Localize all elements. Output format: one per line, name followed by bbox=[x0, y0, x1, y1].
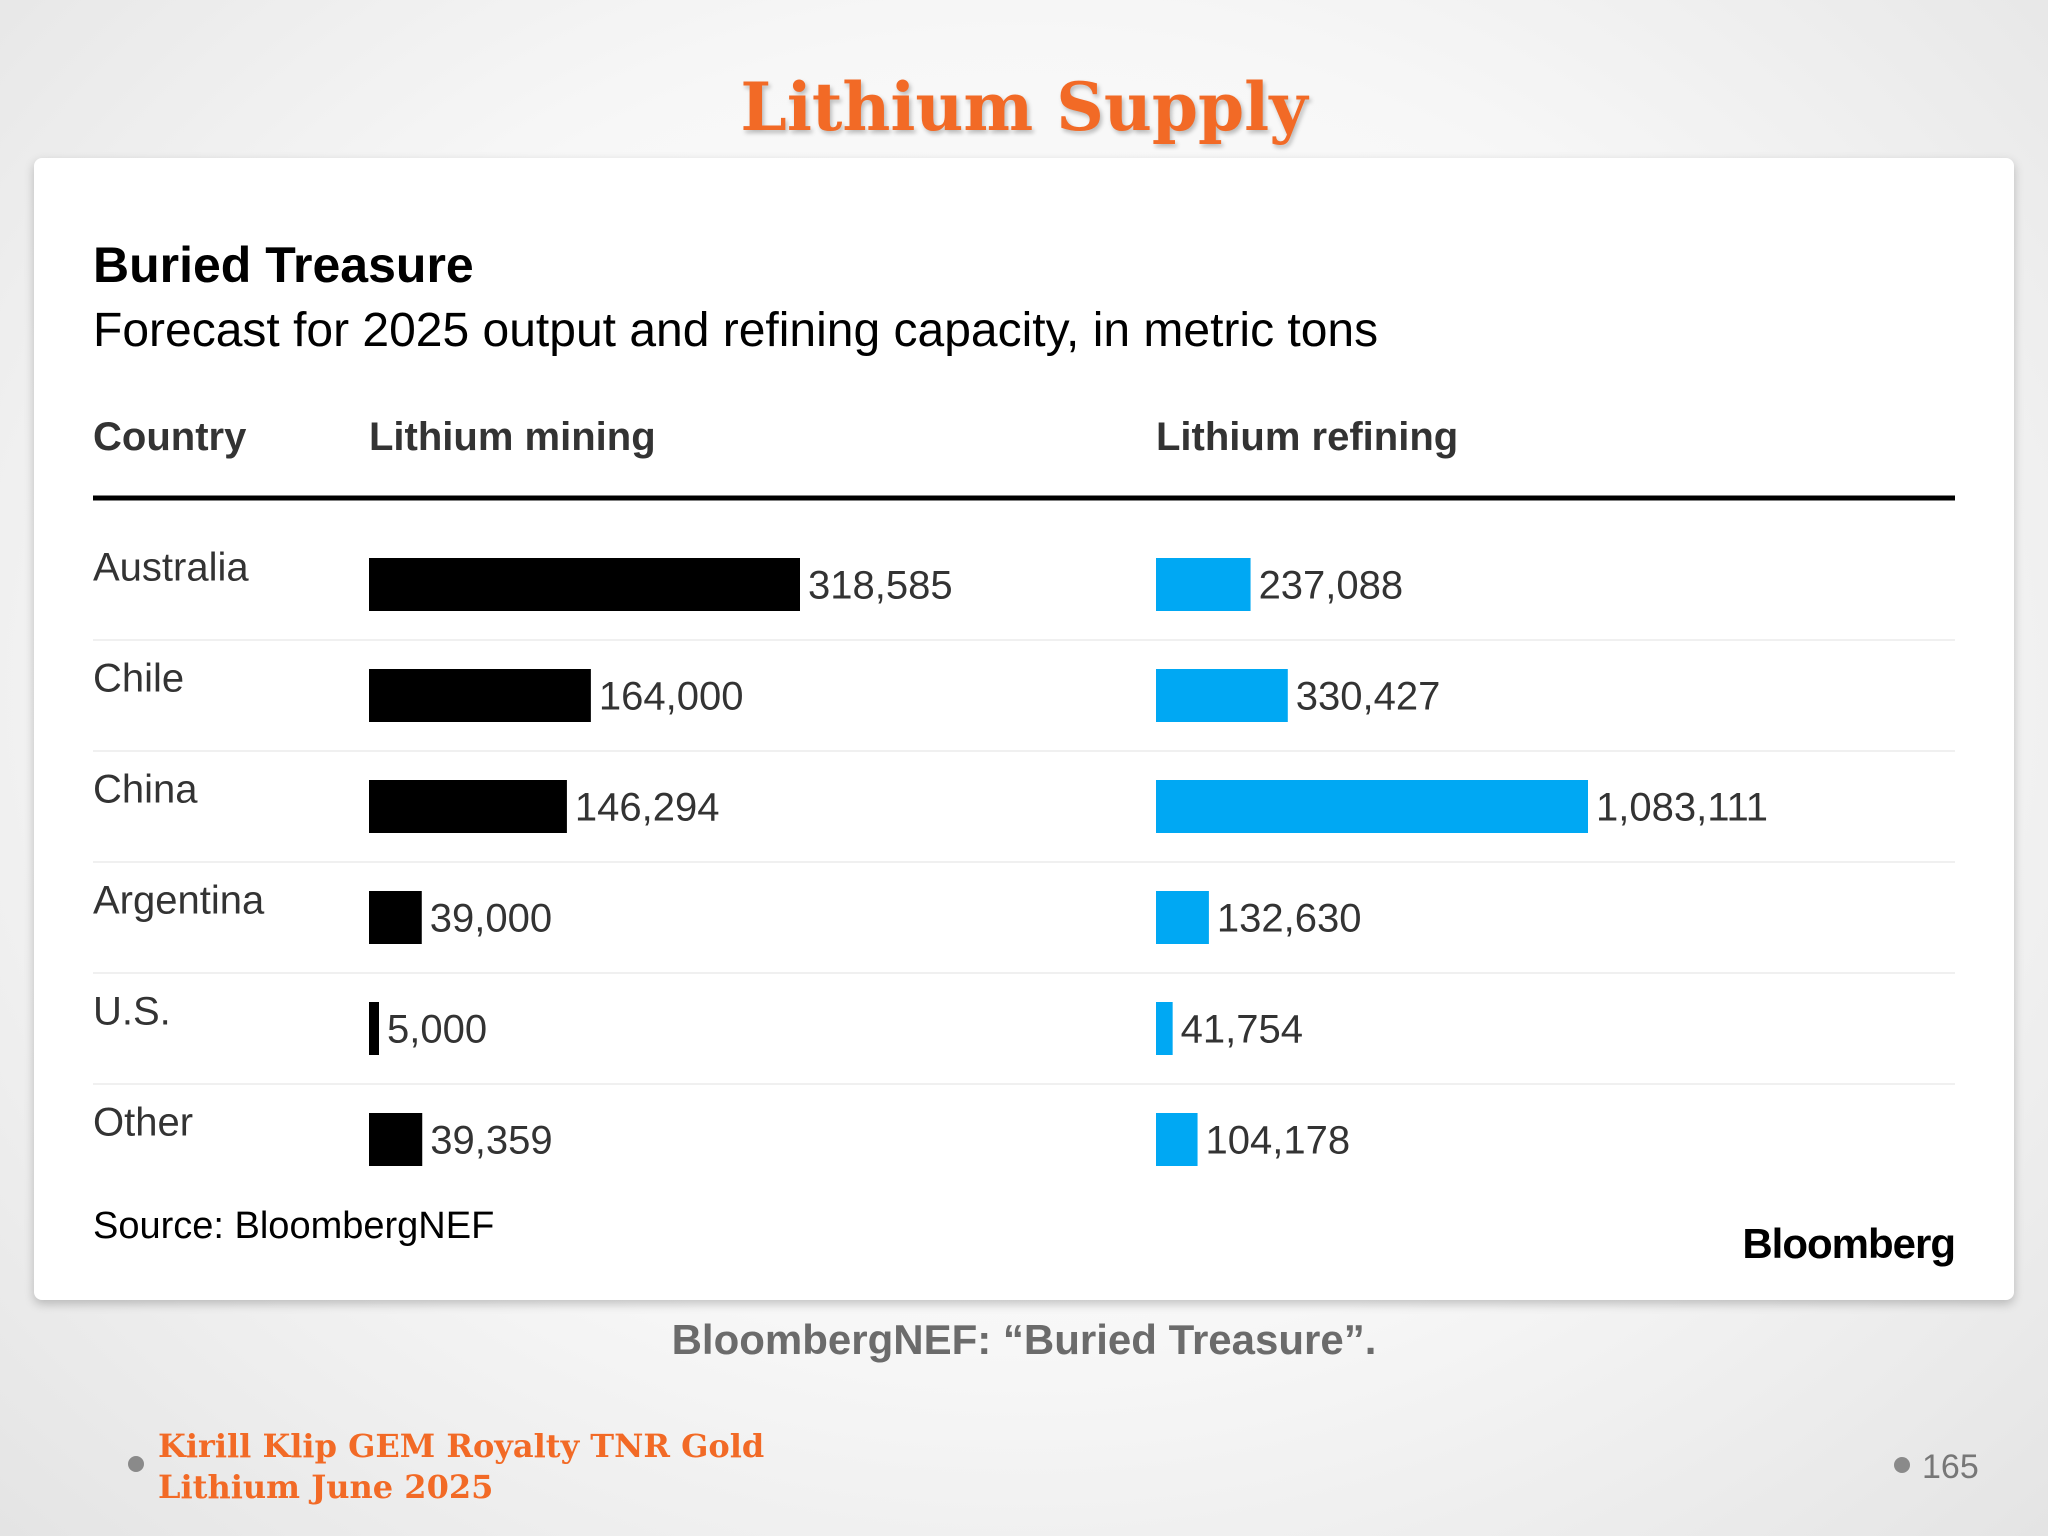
chart-rows: Australia 318,585 237,088 Chile 164,000 330,4… bbox=[93, 546, 1955, 1166]
category-label: Australia bbox=[93, 546, 249, 590]
chart-title: Buried Treasure bbox=[93, 237, 474, 293]
refining-bar bbox=[1156, 891, 1209, 944]
refining-bar bbox=[1156, 1113, 1198, 1166]
category-label: Chile bbox=[93, 657, 184, 701]
bloomberg-logo: Bloomberg bbox=[1742, 1220, 1955, 1267]
page-number: 165 bbox=[1922, 1448, 1979, 1486]
column-header-country: Country bbox=[93, 415, 247, 459]
bar-chart: Buried Treasure Forecast for 2025 output… bbox=[93, 237, 1956, 1267]
mining-value-label: 318,585 bbox=[808, 564, 953, 608]
refining-bar bbox=[1156, 669, 1288, 722]
source-note: Source: BloombergNEF bbox=[93, 1205, 494, 1247]
page-bullet-icon bbox=[1894, 1457, 1910, 1473]
column-header-mining: Lithium mining bbox=[369, 415, 656, 459]
refining-value-label: 104,178 bbox=[1206, 1119, 1351, 1163]
refining-bar bbox=[1156, 558, 1251, 611]
footer-credit-line-1: Kirill Klip GEM Royalty TNR Gold bbox=[158, 1427, 765, 1465]
mining-value-label: 39,359 bbox=[430, 1119, 552, 1163]
category-label: Argentina bbox=[93, 879, 265, 923]
column-header-refining: Lithium refining bbox=[1156, 415, 1458, 459]
mining-value-label: 146,294 bbox=[575, 786, 720, 830]
refining-value-label: 330,427 bbox=[1296, 675, 1441, 719]
mining-bar bbox=[369, 780, 567, 833]
mining-value-label: 5,000 bbox=[387, 1008, 487, 1052]
mining-bar bbox=[369, 891, 422, 944]
chart-card: Buried Treasure Forecast for 2025 output… bbox=[34, 158, 2014, 1300]
category-label: Other bbox=[93, 1101, 193, 1145]
refining-bar bbox=[1156, 1002, 1173, 1055]
slide-caption: BloombergNEF: “Buried Treasure”. bbox=[671, 1316, 1377, 1363]
footer-credit-line-2: Lithium June 2025 bbox=[158, 1468, 494, 1506]
mining-bar bbox=[369, 669, 591, 722]
refining-value-label: 132,630 bbox=[1217, 897, 1362, 941]
mining-bar bbox=[369, 1113, 423, 1166]
footer-bullet-icon bbox=[128, 1456, 144, 1472]
footer-credit: Kirill Klip GEM Royalty TNR Gold Lithium… bbox=[158, 1426, 764, 1508]
mining-value-label: 39,000 bbox=[430, 897, 552, 941]
slide-title: Lithium Supply bbox=[740, 68, 1308, 146]
refining-value-label: 237,088 bbox=[1259, 564, 1404, 608]
mining-value-label: 164,000 bbox=[599, 675, 744, 719]
refining-bar bbox=[1156, 780, 1588, 833]
refining-value-label: 41,754 bbox=[1181, 1008, 1303, 1052]
category-label: U.S. bbox=[93, 990, 171, 1034]
chart-subtitle: Forecast for 2025 output and refining ca… bbox=[93, 304, 1378, 357]
mining-bar bbox=[369, 1002, 379, 1055]
mining-bar bbox=[369, 558, 800, 611]
category-label: China bbox=[93, 768, 198, 812]
refining-value-label: 1,083,111 bbox=[1596, 786, 1768, 830]
